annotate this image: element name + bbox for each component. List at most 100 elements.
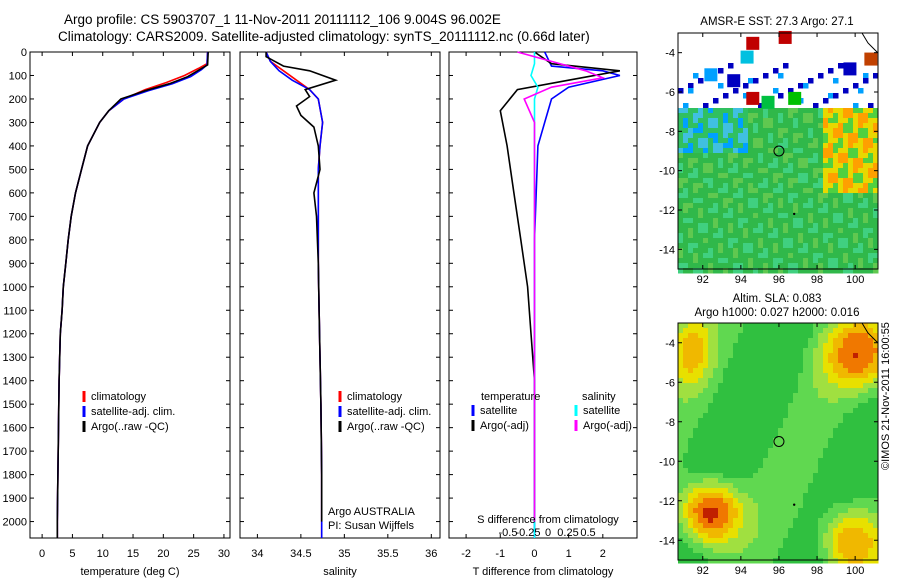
map-cell xyxy=(788,433,794,439)
map-cell xyxy=(823,168,829,174)
map-cell xyxy=(738,463,744,469)
map-cell xyxy=(788,553,794,559)
map-cell xyxy=(763,333,769,339)
map-cell xyxy=(748,558,754,564)
map-cell xyxy=(728,183,734,189)
map-cell xyxy=(713,173,719,179)
map-cell xyxy=(783,333,789,339)
map-cell xyxy=(703,323,709,329)
map-cell xyxy=(798,233,804,239)
map-cell xyxy=(803,228,809,234)
map-cell xyxy=(868,163,874,169)
map-cell xyxy=(768,393,774,399)
map-cell xyxy=(763,398,769,404)
map-cell xyxy=(858,243,864,249)
map-cell xyxy=(863,258,869,264)
map-cell xyxy=(803,418,809,424)
map-cell xyxy=(738,423,744,429)
map-cell xyxy=(728,168,734,174)
map-cell xyxy=(698,328,704,334)
map-cell xyxy=(708,488,714,494)
map-cell xyxy=(738,183,744,189)
map-cell xyxy=(778,123,784,129)
map-cell xyxy=(808,533,814,539)
map-cell xyxy=(743,533,749,539)
map-cell xyxy=(788,208,794,214)
map-cell xyxy=(723,468,729,474)
map-cell xyxy=(758,348,764,354)
series-line-temperature-argo-adj- xyxy=(499,51,621,522)
map-cell xyxy=(703,253,709,259)
map-cell xyxy=(718,518,724,524)
map-cell xyxy=(713,213,719,219)
map-cell xyxy=(773,478,779,484)
map-cell xyxy=(808,238,814,244)
map-cell xyxy=(688,388,694,394)
map-cell xyxy=(863,493,869,499)
map-cell xyxy=(683,218,689,224)
map-cell xyxy=(678,388,684,394)
map-cell xyxy=(863,233,869,239)
map-cell xyxy=(723,258,729,264)
map-cell xyxy=(738,328,744,334)
map-cell xyxy=(733,528,739,534)
map-cell xyxy=(763,123,769,129)
map-cell xyxy=(678,188,684,194)
map-cell xyxy=(773,368,779,374)
map-cell xyxy=(758,228,764,234)
map-cell xyxy=(793,223,799,229)
map-cell xyxy=(788,188,794,194)
map-cell xyxy=(763,543,769,549)
map-cell xyxy=(843,138,849,144)
map-cell xyxy=(858,333,864,339)
map-cell xyxy=(683,463,689,469)
map-cell xyxy=(743,538,749,544)
map-cell xyxy=(828,398,834,404)
map-cell xyxy=(683,173,689,179)
map-cell xyxy=(838,463,844,469)
map-cell xyxy=(818,328,824,334)
map-cell xyxy=(808,188,814,194)
map-cell xyxy=(808,118,814,124)
map-cell xyxy=(763,143,769,149)
map-cell xyxy=(848,488,854,494)
map-cell xyxy=(868,508,874,514)
map-cell xyxy=(873,463,879,469)
map-cell xyxy=(688,138,694,144)
map-cell xyxy=(778,163,784,169)
map-cell xyxy=(783,133,789,139)
map-cell xyxy=(718,138,724,144)
map-cell xyxy=(808,173,814,179)
map-cell xyxy=(748,333,754,339)
map-cell xyxy=(753,413,759,419)
map-cell xyxy=(743,423,749,429)
map-cell xyxy=(873,183,879,189)
map-cell xyxy=(803,468,809,474)
map-cell xyxy=(778,133,784,139)
map-cell xyxy=(768,348,774,354)
map-cell xyxy=(738,548,744,554)
map-cell xyxy=(788,368,794,374)
map-cell xyxy=(873,128,879,134)
map-cell xyxy=(768,183,774,189)
map-cell xyxy=(853,338,859,344)
map-cell xyxy=(688,158,694,164)
map-cell xyxy=(708,508,714,514)
map-cell xyxy=(848,143,854,149)
map-cell xyxy=(833,463,839,469)
map-cell xyxy=(698,468,704,474)
map-cell xyxy=(868,448,874,454)
map-cell xyxy=(753,158,759,164)
map-cell xyxy=(738,523,744,529)
map-cell xyxy=(838,258,844,264)
map-cell xyxy=(743,158,749,164)
map-cell xyxy=(863,253,869,259)
map-cell xyxy=(693,433,699,439)
series-line-argo-raw-qc- xyxy=(265,52,339,522)
map-cell xyxy=(763,233,769,239)
map-cell xyxy=(813,233,819,239)
map-cell xyxy=(698,333,704,339)
map-cell xyxy=(698,113,704,119)
map-cell xyxy=(813,253,819,259)
map-cell xyxy=(788,153,794,159)
